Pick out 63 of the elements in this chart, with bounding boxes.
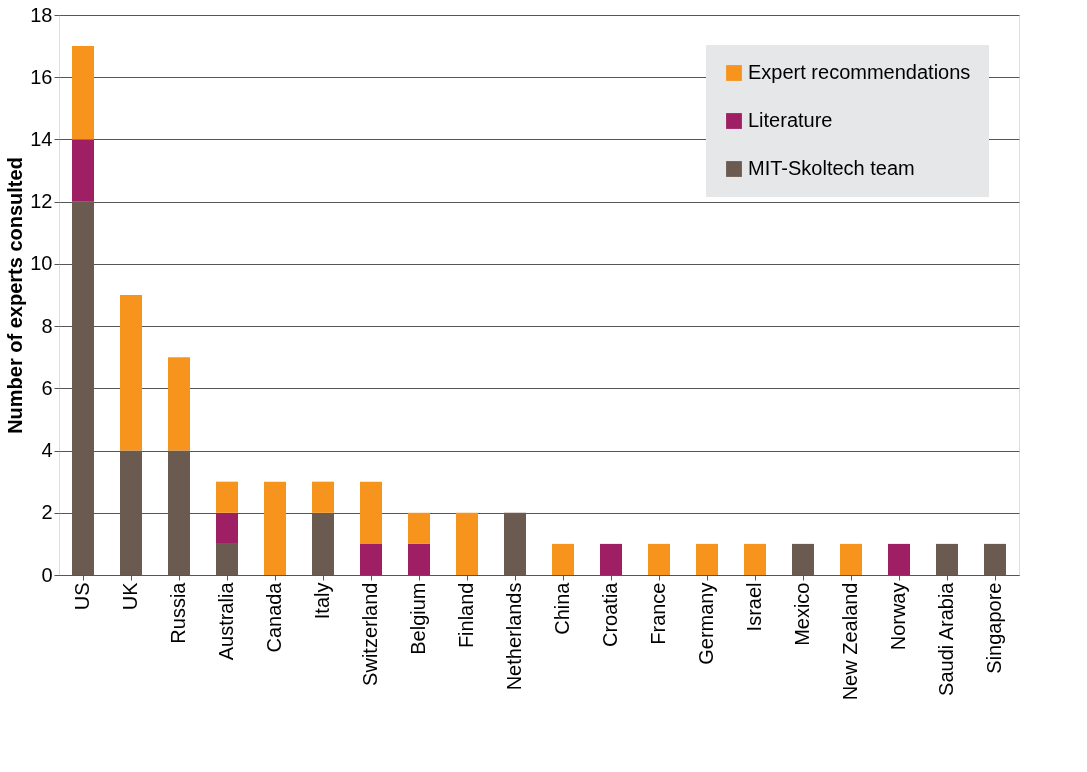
bar: [72, 139, 94, 202]
bar: [72, 201, 94, 575]
y-tick-label: 16: [30, 65, 53, 88]
bar: [840, 543, 862, 575]
bar: [744, 543, 766, 575]
y-tick-label: 10: [30, 252, 53, 275]
bar: [216, 481, 238, 513]
x-tick-label: Croatia: [599, 581, 621, 647]
bar: [264, 481, 286, 575]
bar: [216, 512, 238, 544]
bar: [408, 512, 430, 544]
bar: [360, 543, 382, 575]
bar: [72, 46, 94, 140]
y-tick-label: 8: [41, 314, 53, 337]
x-tick-label: New Zealand: [839, 582, 861, 701]
bar: [168, 357, 190, 451]
x-tick-label: Germany: [695, 582, 717, 665]
bar: [936, 543, 958, 575]
bar: [696, 543, 718, 575]
y-tick-label: 18: [30, 3, 53, 26]
x-tick-label: Finland: [455, 582, 477, 649]
legend-label: MIT-Skoltech team: [748, 157, 915, 179]
bar: [984, 543, 1006, 575]
bar: [312, 481, 334, 513]
y-tick-label: 2: [41, 501, 53, 524]
bar: [504, 512, 526, 575]
bar: [888, 543, 910, 575]
y-tick-label: 12: [30, 190, 53, 213]
x-tick-label: Singapore: [983, 582, 1005, 674]
bar: [120, 450, 142, 575]
bar: [648, 543, 670, 575]
y-tick-label: 14: [30, 127, 53, 150]
x-tick-label: China: [551, 581, 573, 635]
bar: [168, 450, 190, 575]
x-tick-label: Switzerland: [359, 582, 381, 686]
bar: [792, 543, 814, 575]
y-tick-label: 6: [41, 376, 53, 399]
x-tick-label: Norway: [887, 582, 909, 651]
bar: [600, 543, 622, 575]
x-tick-label: Italy: [311, 582, 333, 620]
x-tick-label: Netherlands: [503, 582, 525, 691]
x-tick-label: Mexico: [791, 582, 813, 646]
y-tick-label: 4: [41, 439, 53, 462]
x-tick-label: US: [71, 582, 93, 611]
x-tick-label: Israel: [743, 582, 765, 632]
x-tick-label: France: [647, 582, 669, 645]
bar: [312, 512, 334, 575]
bar: [456, 512, 478, 575]
bar: [216, 543, 238, 575]
x-tick-label: UK: [119, 581, 141, 611]
bar: [360, 481, 382, 544]
y-tick-label: 0: [41, 563, 53, 586]
bar: [552, 543, 574, 575]
x-tick-label: Australia: [215, 581, 237, 661]
x-tick-label: Saudi Arabia: [935, 581, 957, 696]
bar: [408, 543, 430, 575]
legend-label: Expert recommendations: [748, 61, 971, 83]
x-tick-label: Russia: [167, 581, 189, 644]
x-tick-label: Canada: [263, 581, 285, 653]
x-tick-label: Belgium: [407, 582, 429, 655]
bar: [120, 295, 142, 451]
legend-label: Literature: [748, 109, 833, 131]
y-axis-title: Number of experts consulted: [4, 157, 27, 434]
